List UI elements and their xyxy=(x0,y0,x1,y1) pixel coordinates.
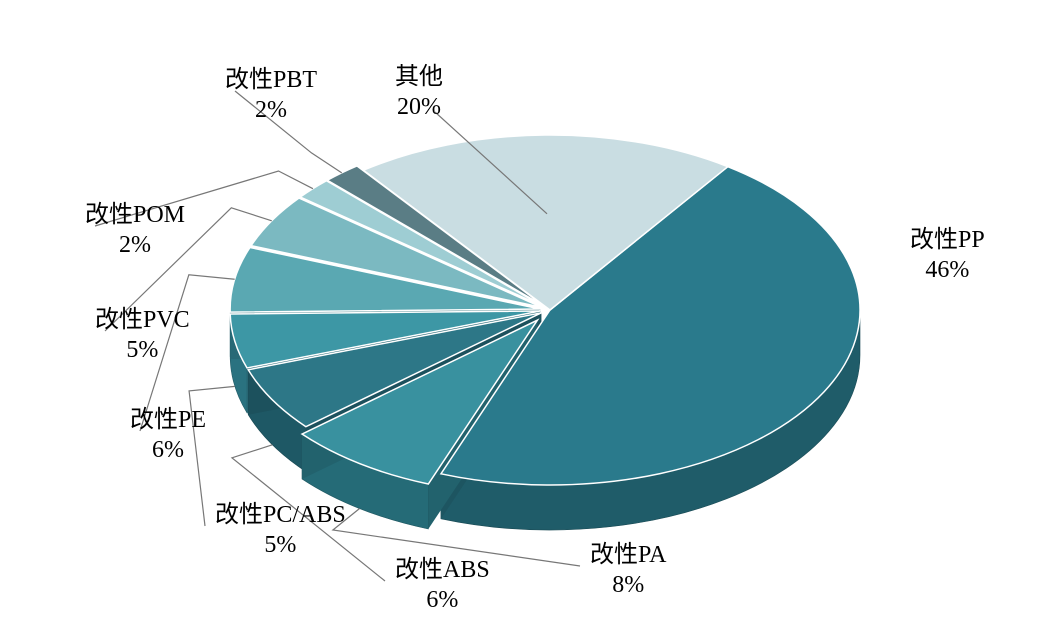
label-percent-pvc: 5% xyxy=(95,335,190,365)
label-other: 其他20% xyxy=(395,62,443,122)
label-abs: 改性ABS6% xyxy=(395,555,490,615)
label-name-other: 其他 xyxy=(395,62,443,92)
label-percent-pbt: 2% xyxy=(225,95,317,125)
label-name-pa: 改性PA xyxy=(590,540,666,570)
label-name-pbt: 改性PBT xyxy=(225,65,317,95)
label-name-pcabs: 改性PC/ABS xyxy=(215,500,346,530)
label-name-pom: 改性POM xyxy=(85,200,185,230)
label-pvc: 改性PVC5% xyxy=(95,305,190,365)
label-name-pe: 改性PE xyxy=(130,405,206,435)
label-percent-abs: 6% xyxy=(395,585,490,615)
label-pp: 改性PP46% xyxy=(910,225,985,285)
label-pbt: 改性PBT2% xyxy=(225,65,317,125)
label-name-pp: 改性PP xyxy=(910,225,985,255)
label-name-pvc: 改性PVC xyxy=(95,305,190,335)
label-pe: 改性PE6% xyxy=(130,405,206,465)
label-pom: 改性POM2% xyxy=(85,200,185,260)
label-pcabs: 改性PC/ABS5% xyxy=(215,500,346,560)
label-name-abs: 改性ABS xyxy=(395,555,490,585)
label-pa: 改性PA8% xyxy=(590,540,666,600)
label-percent-pom: 2% xyxy=(85,230,185,260)
label-percent-pp: 46% xyxy=(910,255,985,285)
pie-chart: 改性PP46%改性PA8%改性ABS6%改性PC/ABS5%改性PE6%改性PV… xyxy=(0,0,1056,640)
label-percent-other: 20% xyxy=(395,92,443,122)
label-percent-pa: 8% xyxy=(590,570,666,600)
label-percent-pcabs: 5% xyxy=(215,530,346,560)
label-percent-pe: 6% xyxy=(130,435,206,465)
